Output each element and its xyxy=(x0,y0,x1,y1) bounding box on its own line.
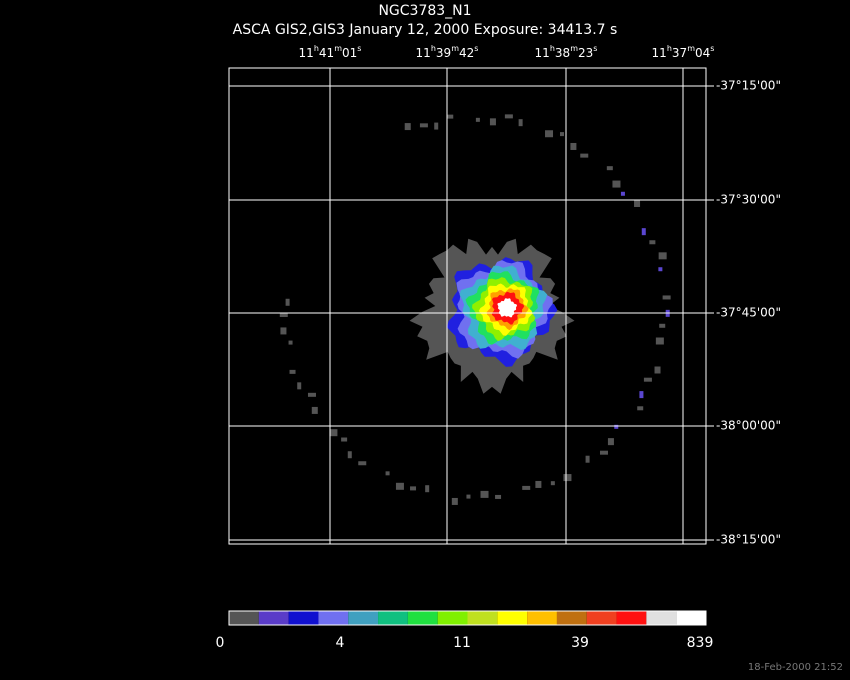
ring-pixel xyxy=(662,295,671,300)
ring-pixel xyxy=(307,392,316,397)
ring-pixel xyxy=(634,199,641,207)
colorbar-segment xyxy=(348,611,379,625)
ring-pixel xyxy=(620,191,625,196)
ring-pixel xyxy=(289,369,296,374)
ra-label: 11h41m01s xyxy=(299,44,362,60)
colorbar-segment xyxy=(258,611,289,625)
ring-pixel xyxy=(659,323,666,328)
colorbar-segment xyxy=(556,611,587,625)
ring-pixel xyxy=(451,497,458,505)
colorbar-frame xyxy=(228,610,707,626)
ra-label: 11h37m04s xyxy=(652,44,715,60)
frame xyxy=(228,67,707,545)
colorbar-label: 0 xyxy=(216,635,225,651)
colorbar-segment xyxy=(378,611,408,625)
ring-pixel xyxy=(639,391,644,399)
dec-label: -38°00'00" xyxy=(716,419,781,433)
dec-label: -37°15'00" xyxy=(716,79,781,93)
ring-pixel xyxy=(279,312,288,317)
image xyxy=(279,114,671,505)
dec-label: -37°45'00" xyxy=(716,306,781,320)
ring-pixel xyxy=(466,494,471,499)
ring-pixel xyxy=(425,485,430,493)
colorbar-label: 4 xyxy=(336,635,345,651)
ring-pixel xyxy=(607,438,614,446)
ring-pixel xyxy=(404,123,411,131)
ring-pixel xyxy=(495,494,502,499)
colorbar-segment xyxy=(527,611,557,625)
ring-pixel xyxy=(504,114,513,119)
ring-pixel xyxy=(655,337,664,345)
ring-pixel xyxy=(489,118,496,126)
colorbar-segment xyxy=(586,611,617,625)
ring-pixel xyxy=(559,132,564,137)
ra-label: 11h38m23s xyxy=(535,44,598,60)
colorbar-label: 11 xyxy=(453,635,471,651)
ring-pixel xyxy=(395,482,404,490)
ring-pixel xyxy=(580,153,589,158)
ring-pixel xyxy=(434,122,439,130)
ring-pixel xyxy=(545,130,554,138)
ring-pixel xyxy=(599,450,608,455)
ring-pixel xyxy=(606,166,613,171)
colorbar-segment xyxy=(437,611,468,625)
colorbar-segment xyxy=(497,611,528,625)
ring-pixel xyxy=(535,480,542,488)
colorbar-segment xyxy=(676,611,706,625)
ring-pixel xyxy=(385,471,390,476)
colorbar-segment xyxy=(407,611,438,625)
ring-pixel xyxy=(612,180,621,188)
ring-pixel xyxy=(585,455,590,463)
ring-pixel xyxy=(570,142,577,150)
ring-pixel xyxy=(563,474,572,482)
dec-label: -37°30'00" xyxy=(716,193,781,207)
title: NGC3783_N1 xyxy=(378,3,471,19)
ring-pixel xyxy=(358,461,367,466)
ring-pixel xyxy=(637,406,644,411)
ring-pixel xyxy=(475,117,480,122)
ring-pixel xyxy=(641,228,646,236)
dec-label: -38°15'00" xyxy=(716,533,781,547)
ring-pixel xyxy=(285,298,290,306)
ring-pixel xyxy=(643,377,652,382)
colorbar-segment xyxy=(646,611,677,625)
ring-pixel xyxy=(480,490,489,498)
ring-pixel xyxy=(280,327,287,335)
colorbar-label: 839 xyxy=(687,635,714,651)
ring-pixel xyxy=(347,451,352,459)
subtitle: ASCA GIS2,GIS3 January 12, 2000 Exposure… xyxy=(233,22,618,38)
colorbar-segment xyxy=(616,611,647,625)
ring-pixel xyxy=(649,240,656,245)
ring-pixel xyxy=(311,406,318,414)
ring-pixel xyxy=(522,485,531,490)
ring-pixel xyxy=(419,123,428,128)
ring-pixel xyxy=(658,267,663,272)
ring-pixel xyxy=(658,252,667,260)
ring-pixel xyxy=(654,366,661,374)
colorbar-segment xyxy=(467,611,498,625)
ring-pixel xyxy=(288,340,293,345)
ring-pixel xyxy=(329,429,338,437)
ring-pixel xyxy=(447,114,454,119)
colorbar-segment xyxy=(229,611,259,625)
ring-pixel xyxy=(518,119,523,127)
colorbar-segment xyxy=(318,611,349,625)
colorbar-label: 39 xyxy=(571,635,589,651)
colorbar-segment xyxy=(288,611,319,625)
ring-pixel xyxy=(614,424,619,429)
ra-label: 11h39m42s xyxy=(416,44,479,60)
ring-pixel xyxy=(410,486,417,491)
ring-pixel xyxy=(550,481,555,486)
timestamp: 18-Feb-2000 21:52 xyxy=(748,662,843,673)
ring-pixel xyxy=(341,437,348,442)
ring-pixel xyxy=(297,382,302,390)
